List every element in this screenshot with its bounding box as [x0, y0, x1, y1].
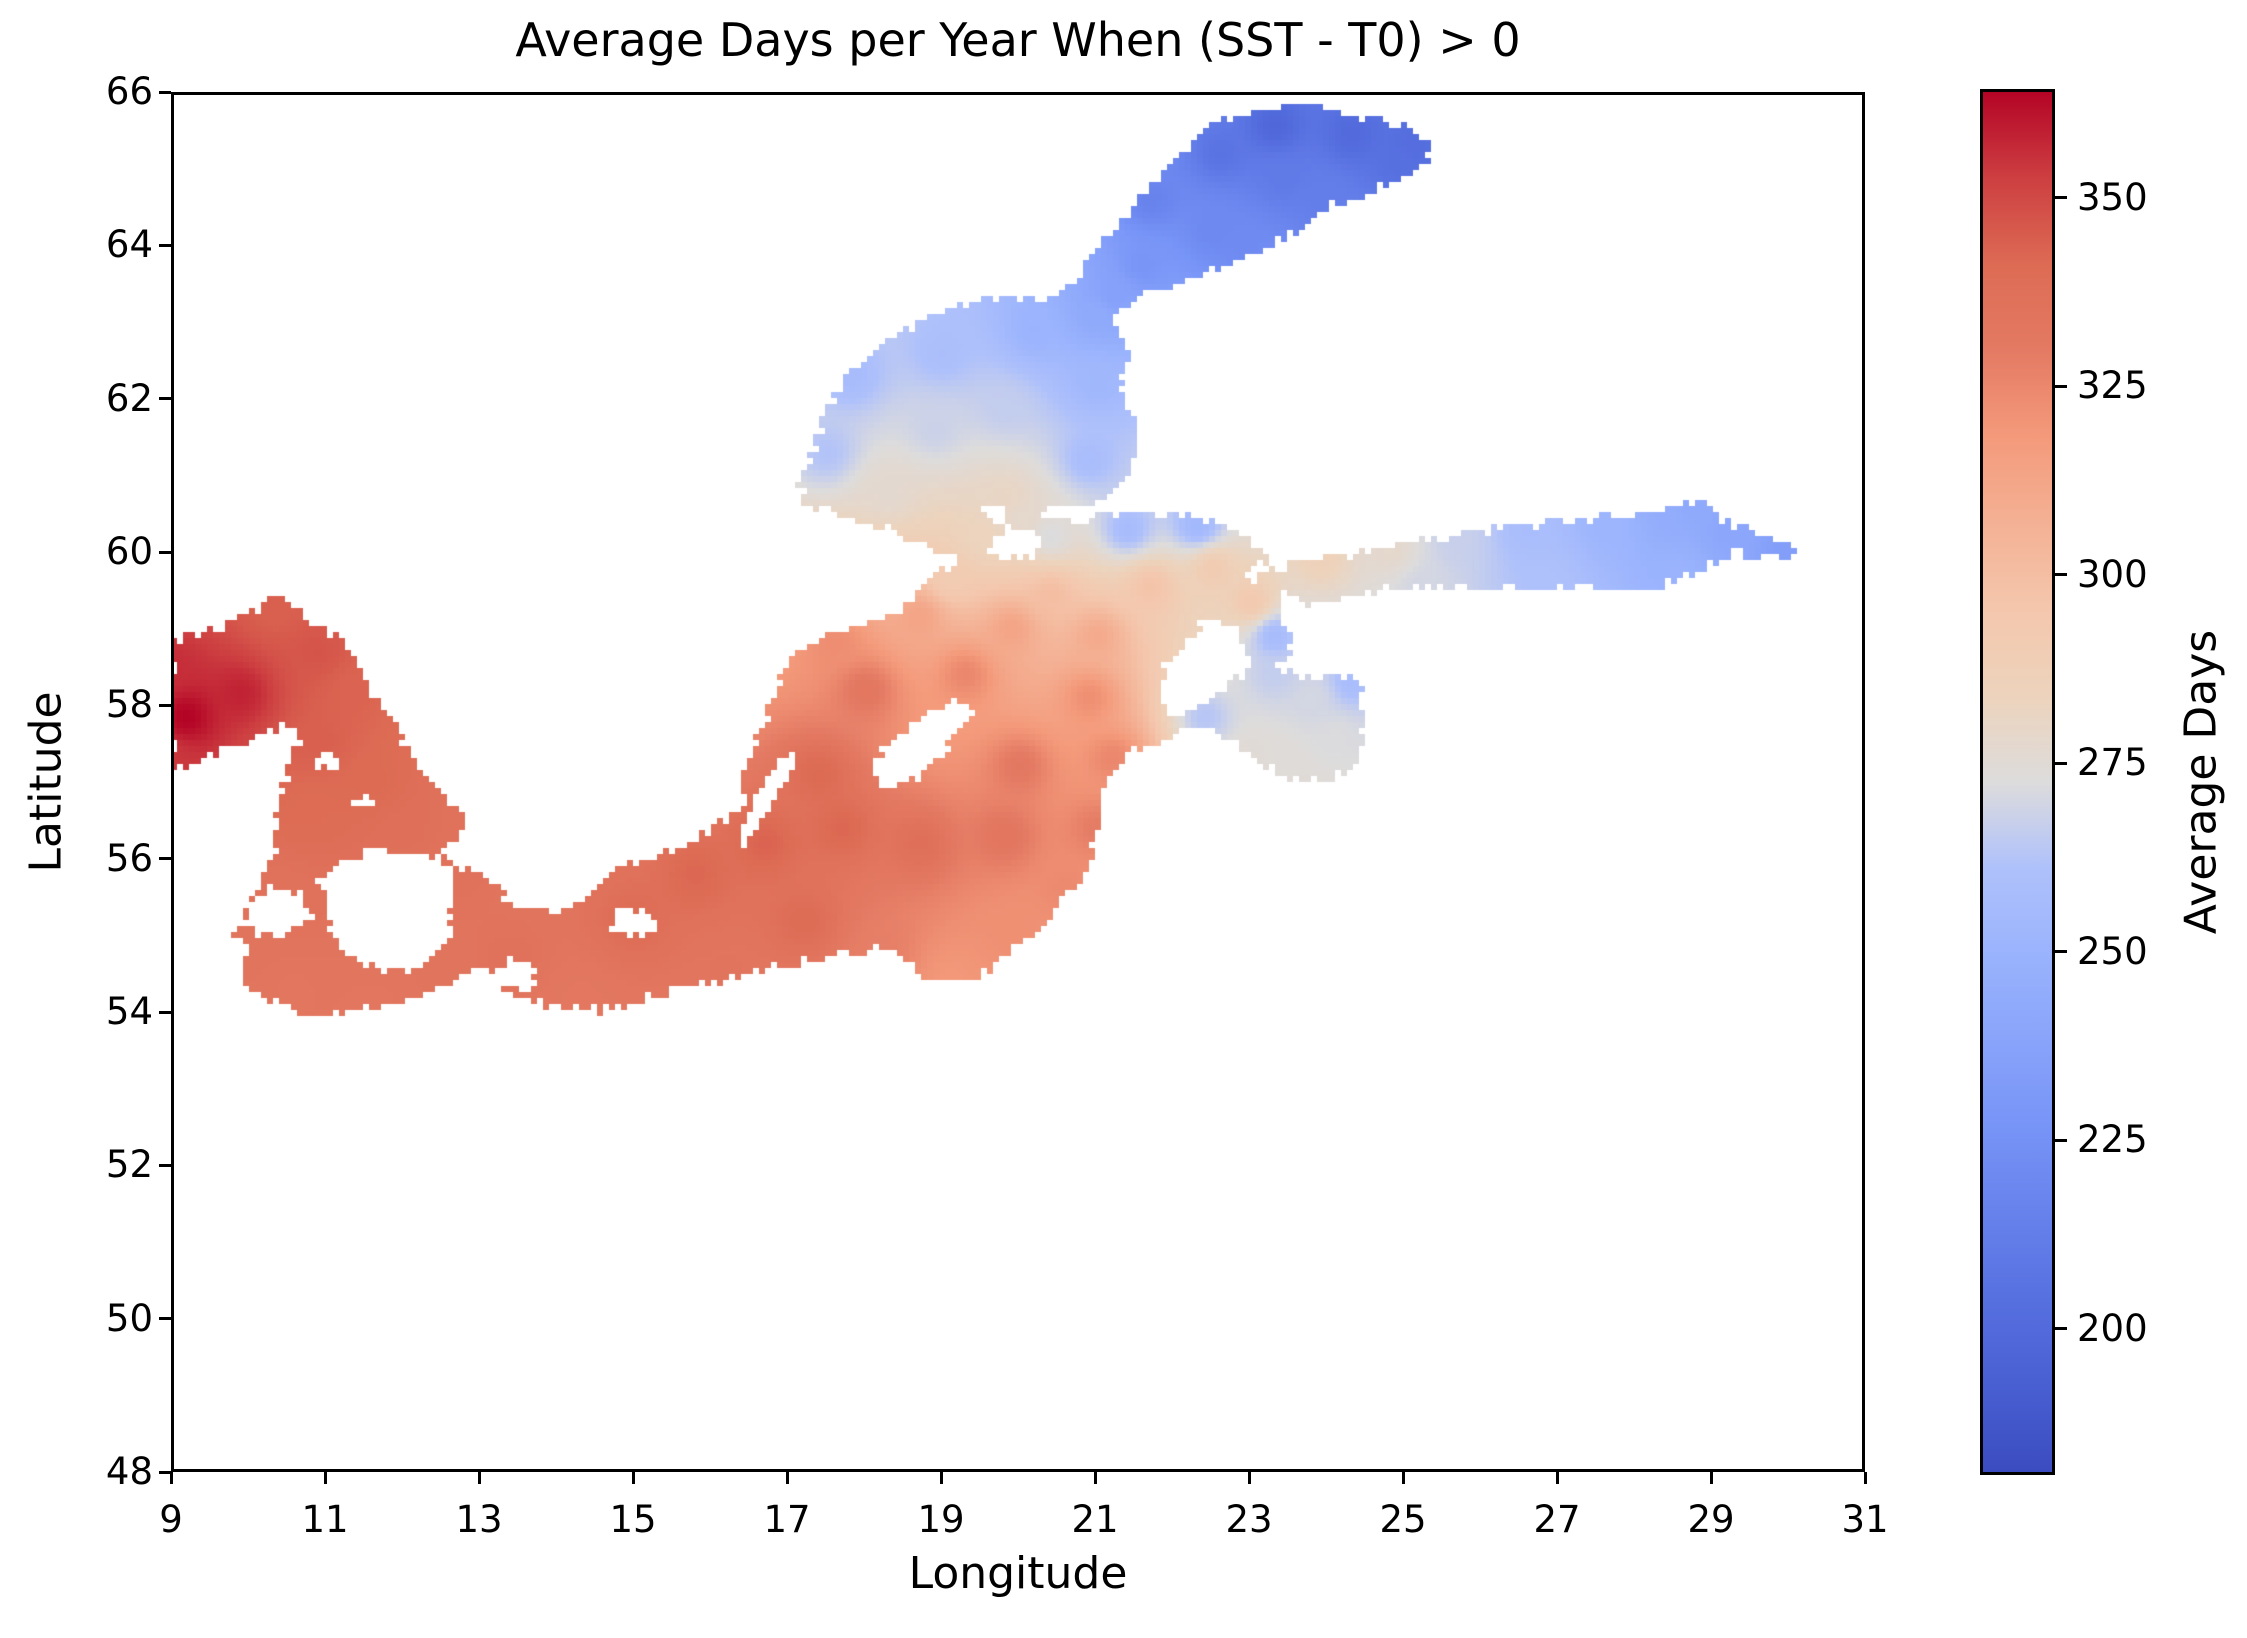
x-tick — [323, 1472, 327, 1484]
colorbar-tick — [2055, 1138, 2067, 1142]
x-tick-label: 19 — [917, 1498, 965, 1541]
colorbar-gradient — [1983, 92, 2052, 1472]
y-tick — [159, 1317, 171, 1321]
x-tick — [1247, 1472, 1251, 1484]
plot-area — [171, 92, 1865, 1472]
y-tick — [159, 397, 171, 401]
y-tick-label: 48 — [105, 1450, 153, 1493]
x-tick-label: 25 — [1379, 1498, 1427, 1541]
x-tick — [1093, 1472, 1097, 1484]
x-tick — [477, 1472, 481, 1484]
x-tick — [169, 1472, 173, 1484]
x-tick-label: 23 — [1225, 1498, 1273, 1541]
x-tick — [631, 1472, 635, 1484]
x-tick-label: 17 — [763, 1498, 811, 1541]
colorbar-tick — [2055, 573, 2067, 577]
y-tick-label: 64 — [105, 223, 153, 267]
colorbar-tick-label: 350 — [2077, 175, 2148, 219]
x-tick — [1555, 1472, 1559, 1484]
chart-title: Average Days per Year When (SST - T0) > … — [515, 13, 1521, 67]
y-tick-label: 56 — [105, 836, 153, 880]
x-tick-label: 31 — [1841, 1498, 1889, 1541]
x-tick-label: 15 — [609, 1498, 657, 1541]
y-tick — [159, 1163, 171, 1167]
colorbar-tick-label: 200 — [2077, 1306, 2148, 1350]
colorbar-tick — [2055, 384, 2067, 388]
y-tick-label: 58 — [105, 683, 153, 727]
x-tick — [1863, 1472, 1867, 1484]
y-tick — [159, 1470, 171, 1474]
y-tick-label: 66 — [105, 70, 153, 113]
colorbar-tick — [2055, 1327, 2067, 1331]
colorbar-tick-label: 250 — [2077, 929, 2148, 973]
x-tick — [1709, 1472, 1713, 1484]
x-tick-label: 11 — [301, 1498, 349, 1541]
colorbar-tick-label: 275 — [2077, 741, 2148, 785]
y-tick — [159, 550, 171, 554]
y-tick-label: 54 — [105, 990, 153, 1033]
x-tick — [939, 1472, 943, 1484]
x-axis-label: Longitude — [908, 1548, 1128, 1599]
y-tick — [159, 243, 171, 247]
colorbar-tick — [2055, 761, 2067, 765]
x-tick — [1401, 1472, 1405, 1484]
colorbar-tick — [2055, 196, 2067, 200]
x-tick-label: 13 — [455, 1498, 503, 1541]
y-tick-label: 60 — [105, 530, 153, 573]
colorbar-tick-label: 325 — [2077, 364, 2148, 408]
y-tick — [159, 1010, 171, 1014]
colorbar-tick-label: 225 — [2077, 1118, 2148, 1162]
colorbar-tick — [2055, 950, 2067, 954]
y-tick — [159, 703, 171, 707]
baltic-sea-heatmap-canvas — [171, 92, 1865, 1472]
y-tick-label: 50 — [105, 1296, 153, 1340]
y-tick-label: 52 — [105, 1143, 153, 1187]
y-tick — [159, 857, 171, 861]
x-tick-label: 9 — [159, 1498, 183, 1541]
x-tick — [785, 1472, 789, 1484]
colorbar — [1980, 89, 2055, 1475]
y-tick-label: 62 — [105, 376, 153, 420]
y-tick — [159, 90, 171, 94]
colorbar-tick-label: 300 — [2077, 552, 2148, 596]
x-tick-label: 21 — [1071, 1498, 1119, 1541]
x-tick-label: 27 — [1533, 1498, 1581, 1541]
colorbar-label: Average Days — [2175, 629, 2227, 935]
x-tick-label: 29 — [1687, 1498, 1735, 1541]
y-axis-label: Latitude — [20, 691, 72, 873]
